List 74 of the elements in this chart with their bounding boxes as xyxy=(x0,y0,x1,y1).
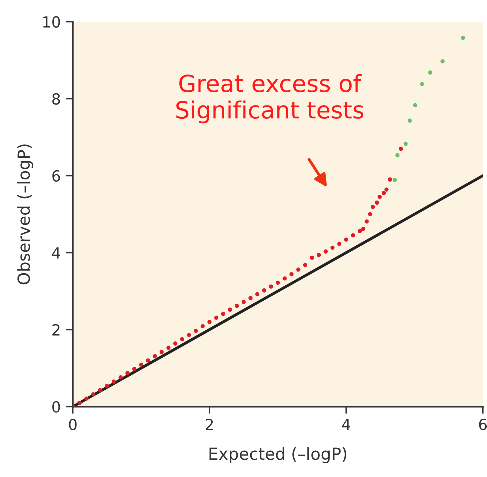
point xyxy=(388,178,392,182)
point xyxy=(78,400,82,406)
point xyxy=(242,300,246,304)
point xyxy=(428,70,433,75)
point xyxy=(221,312,226,316)
point xyxy=(338,242,342,246)
x-axis-title: Expected (–logP) xyxy=(210,447,347,464)
point xyxy=(351,234,356,238)
point xyxy=(112,380,116,384)
point xyxy=(364,220,370,224)
point xyxy=(84,396,89,401)
point xyxy=(91,392,96,397)
x-tick-label: 0 xyxy=(69,418,77,431)
y-tick-label: 0 xyxy=(52,401,60,413)
point xyxy=(330,246,335,250)
point xyxy=(262,288,266,293)
point xyxy=(214,316,219,320)
point xyxy=(255,292,260,297)
point xyxy=(200,324,205,329)
point xyxy=(146,358,150,363)
point xyxy=(166,346,171,350)
y-tick-label: 10 xyxy=(43,16,60,28)
point xyxy=(173,342,178,346)
point xyxy=(248,296,253,300)
point xyxy=(461,36,466,40)
point xyxy=(132,367,137,372)
point xyxy=(396,153,400,158)
point xyxy=(368,212,372,216)
point xyxy=(208,320,212,324)
point xyxy=(296,268,301,272)
x-tick-label: 2 xyxy=(206,418,214,430)
point xyxy=(375,200,380,205)
y-tick-label: 2 xyxy=(52,324,60,336)
point xyxy=(282,276,287,281)
point xyxy=(392,178,398,182)
point xyxy=(370,205,376,210)
point xyxy=(399,146,404,152)
point xyxy=(344,238,349,242)
point xyxy=(139,362,144,368)
y-tick-label: 8 xyxy=(52,93,60,105)
y-axis-title: Observed (–logP) xyxy=(17,144,34,285)
point xyxy=(269,284,274,289)
point xyxy=(118,376,123,380)
point xyxy=(378,195,382,200)
point xyxy=(180,337,184,342)
point xyxy=(303,263,308,268)
point xyxy=(126,371,130,376)
point xyxy=(361,226,366,232)
point xyxy=(420,82,424,86)
x-tick-label: 6 xyxy=(479,418,487,431)
y-tick-label: 6 xyxy=(52,170,60,182)
point xyxy=(105,384,110,388)
point xyxy=(194,328,198,334)
point xyxy=(152,354,158,359)
point xyxy=(317,253,322,258)
point xyxy=(358,229,362,234)
point xyxy=(408,118,412,123)
point xyxy=(384,188,389,192)
x-tick-label: 4 xyxy=(342,419,350,430)
point xyxy=(276,280,280,286)
point xyxy=(160,350,164,354)
point xyxy=(290,272,294,277)
y-tick-label: 4 xyxy=(52,248,60,259)
point xyxy=(324,250,328,254)
point xyxy=(187,333,192,338)
point xyxy=(98,388,102,392)
point xyxy=(382,191,386,196)
point xyxy=(310,256,314,260)
point xyxy=(228,308,232,312)
point xyxy=(234,304,240,308)
annotation: Great excess of Significant tests xyxy=(176,74,364,124)
point xyxy=(440,60,445,64)
point xyxy=(413,103,418,108)
point xyxy=(404,142,408,146)
